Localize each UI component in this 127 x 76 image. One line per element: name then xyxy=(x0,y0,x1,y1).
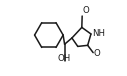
Text: NH: NH xyxy=(92,29,105,38)
Text: O: O xyxy=(83,6,90,15)
Text: OH: OH xyxy=(58,54,71,63)
Text: O: O xyxy=(93,49,100,58)
